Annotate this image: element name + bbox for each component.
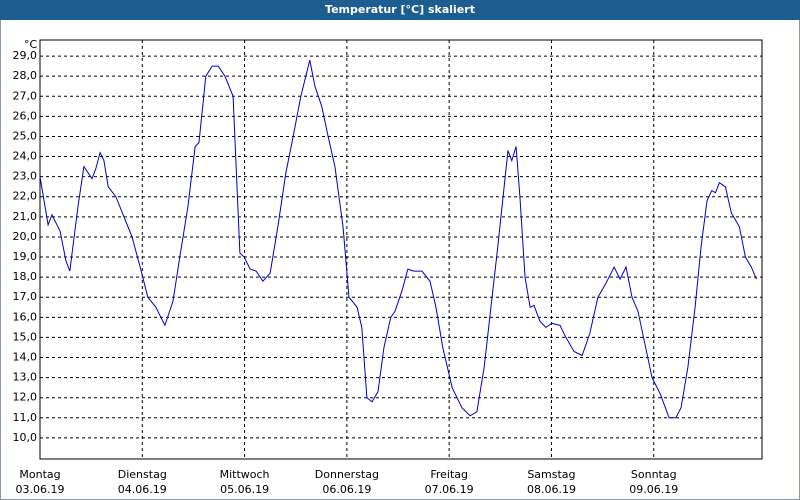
y-tick-label: 12,0 (13, 391, 38, 404)
y-tick-label: 14,0 (13, 351, 38, 364)
y-tick-label: 15,0 (13, 330, 38, 343)
y-tick-label: 17,0 (13, 290, 38, 303)
chart-title: Temperatur [°C] skaliert (325, 3, 475, 16)
temperature-line (39, 59, 757, 419)
y-tick-label: 21,0 (13, 210, 38, 223)
y-tick-label: 24,0 (13, 150, 38, 163)
x-tick-date: 07.06.19 (425, 483, 474, 496)
x-tick-label: Montag (19, 468, 60, 481)
y-tick-label: 27,0 (13, 89, 38, 102)
y-tick-label: 26,0 (13, 109, 38, 122)
x-tick-label: Sonntag (631, 468, 677, 481)
y-unit: °C (24, 38, 38, 51)
y-tick-label: 28,0 (13, 69, 38, 82)
x-tick-date: 03.06.19 (16, 483, 65, 496)
y-tick-label: 29,0 (13, 49, 38, 62)
x-tick-date: 06.06.19 (322, 483, 371, 496)
y-tick-label: 22,0 (13, 190, 38, 203)
y-tick-label: 25,0 (13, 129, 38, 142)
y-tick-label: 20,0 (13, 230, 38, 243)
y-tick-label: 10,0 (13, 431, 38, 444)
y-tick-label: 23,0 (13, 170, 38, 183)
x-tick-label: Donnerstag (315, 468, 379, 481)
x-tick-date: 08.06.19 (527, 483, 576, 496)
title-bar (0, 0, 800, 20)
plot-border (39, 39, 763, 460)
y-tick-label: 18,0 (13, 270, 38, 283)
x-tick-label: Freitag (430, 468, 468, 481)
x-tick-date: 05.06.19 (220, 483, 269, 496)
x-tick-label: Dienstag (118, 468, 167, 481)
x-tick-label: Samstag (527, 468, 575, 481)
y-tick-label: 13,0 (13, 371, 38, 384)
y-tick-label: 11,0 (13, 411, 38, 424)
x-tick-date: 09.06.19 (629, 483, 678, 496)
y-tick-label: 16,0 (13, 310, 38, 323)
x-tick-date: 04.06.19 (118, 483, 167, 496)
x-tick-label: Mittwoch (220, 468, 270, 481)
y-tick-label: 19,0 (13, 250, 38, 263)
